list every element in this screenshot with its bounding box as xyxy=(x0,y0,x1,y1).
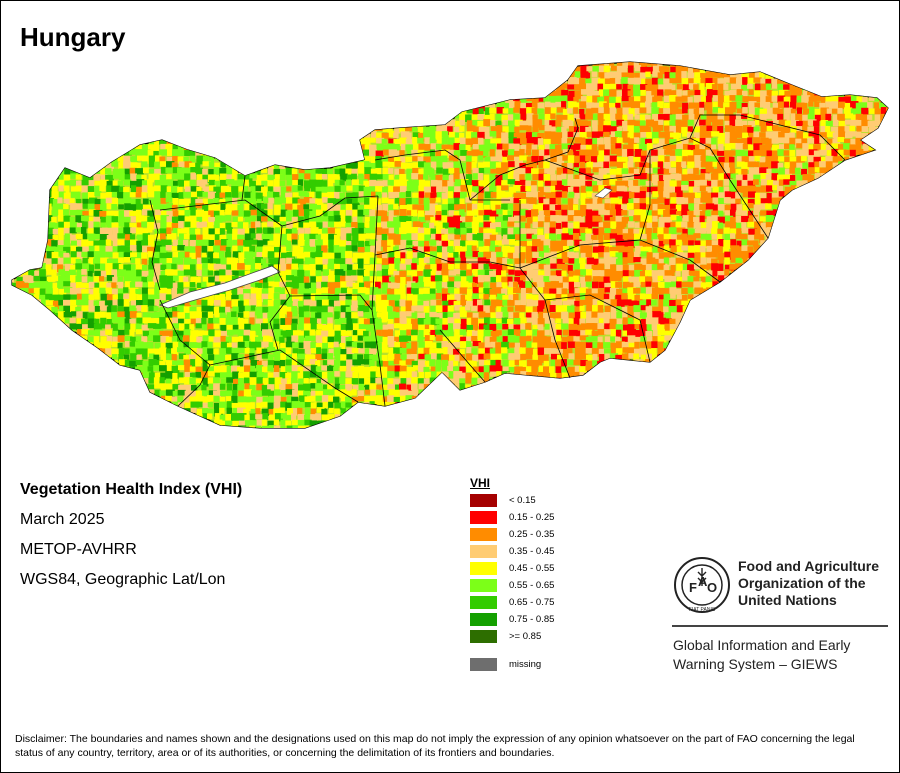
fao-logo-icon: F A O FIAT PANIS xyxy=(674,557,730,613)
legend-label: < 0.15 xyxy=(509,495,536,506)
disclaimer: Disclaimer: The boundaries and names sho… xyxy=(15,733,855,759)
legend-label: 0.45 - 0.55 xyxy=(509,563,555,574)
legend-item: 0.45 - 0.55 xyxy=(470,562,554,575)
legend-item: < 0.15 xyxy=(470,494,536,507)
legend-swatch xyxy=(470,579,497,592)
fao-logo-motto: FIAT PANIS xyxy=(689,607,716,613)
legend-swatch xyxy=(470,562,497,575)
county-boundaries xyxy=(149,114,846,407)
legend-swatch xyxy=(470,545,497,558)
vhi-raster-map xyxy=(11,61,889,429)
legend-label: >= 0.85 xyxy=(509,631,542,642)
legend-item: 0.35 - 0.45 xyxy=(470,545,554,558)
projection-label: WGS84, Geographic Lat/Lon xyxy=(20,571,226,588)
legend-swatch xyxy=(470,511,497,524)
legend-item-missing: missing xyxy=(470,658,541,671)
legend-swatch xyxy=(470,528,497,541)
divider xyxy=(672,625,888,627)
legend-swatch xyxy=(470,630,497,643)
legend-label-missing: missing xyxy=(509,659,542,670)
legend-label: 0.65 - 0.75 xyxy=(509,597,555,608)
legend-swatch xyxy=(470,613,497,626)
legend-swatch xyxy=(470,494,497,507)
legend-swatch-missing xyxy=(470,658,497,671)
legend-label: 0.25 - 0.35 xyxy=(509,529,555,540)
legend-item: 0.75 - 0.85 xyxy=(470,613,554,626)
legend-swatch xyxy=(470,596,497,609)
legend-item: 0.55 - 0.65 xyxy=(470,579,554,592)
fao-name-line-2: Organization of the xyxy=(738,575,866,591)
sensor-label: METOP-AVHRR xyxy=(20,541,137,558)
giews-line-2: Warning System – GIEWS xyxy=(673,656,838,672)
legend-label: 0.15 - 0.25 xyxy=(509,512,555,523)
lake-balaton xyxy=(158,265,281,309)
legend-title: VHI xyxy=(470,476,491,490)
fao-name-line-1: Food and Agriculture xyxy=(738,558,880,574)
period-label: March 2025 xyxy=(20,511,105,528)
lake-tisza xyxy=(594,187,613,199)
legend-label: 0.75 - 0.85 xyxy=(509,614,555,625)
map-title: Hungary xyxy=(20,22,126,52)
legend-item: 0.15 - 0.25 xyxy=(470,511,554,524)
giews-name: Global Information and Early Warning Sys… xyxy=(673,636,850,674)
legend-label: 0.55 - 0.65 xyxy=(509,580,555,591)
giews-line-1: Global Information and Early xyxy=(673,637,851,653)
index-name: Vegetation Health Index (VHI) xyxy=(20,481,243,498)
legend-label: 0.35 - 0.45 xyxy=(509,546,555,557)
legend-item: >= 0.85 xyxy=(470,630,541,643)
fao-name: Food and Agriculture Organization of the… xyxy=(738,558,879,609)
legend-item: 0.65 - 0.75 xyxy=(470,596,554,609)
legend-item: 0.25 - 0.35 xyxy=(470,528,554,541)
fao-name-line-3: United Nations xyxy=(738,592,837,608)
